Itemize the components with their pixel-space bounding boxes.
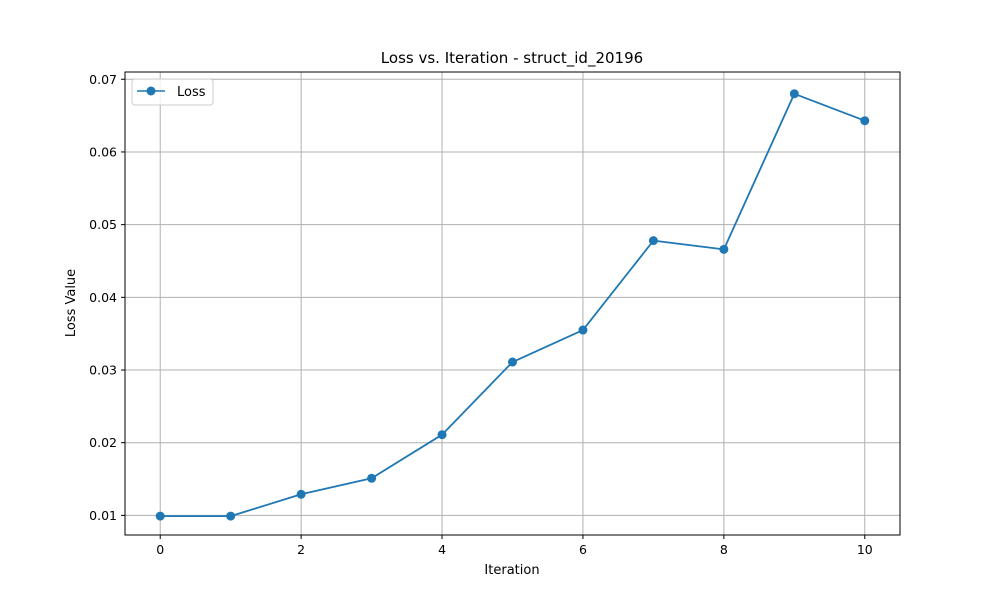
x-tick-label: 6 <box>579 542 587 557</box>
x-tick-label: 4 <box>438 542 446 557</box>
x-tick-label: 10 <box>857 542 873 557</box>
y-tick-label: 0.04 <box>89 290 117 305</box>
y-axis-label: Loss Value <box>64 269 79 337</box>
legend-marker <box>146 86 156 96</box>
y-tick-label: 0.02 <box>89 435 117 450</box>
data-point <box>578 325 588 335</box>
y-tick-label: 0.01 <box>89 508 117 523</box>
data-point <box>648 236 658 246</box>
x-tick-label: 8 <box>720 542 728 557</box>
data-point <box>508 357 517 367</box>
y-tick-label: 0.05 <box>89 217 117 232</box>
data-point <box>719 244 729 254</box>
y-tick-label: 0.03 <box>89 363 117 378</box>
data-point <box>437 430 447 440</box>
ticks: 0 2 4 6 8 10 0.01 0.02 0.03 0.04 0.05 0.06 0.07 <box>89 72 873 557</box>
data-point <box>226 511 236 521</box>
x-axis-label: Iteration <box>484 563 539 578</box>
legend: Loss <box>131 78 214 106</box>
x-tick-label: 2 <box>297 542 305 557</box>
x-tick-label: 0 <box>156 542 164 557</box>
data-point <box>367 473 377 483</box>
chart-title: Loss vs. Iteration - struct_id_20196 <box>381 49 643 68</box>
data-point <box>296 489 306 499</box>
y-tick-label: 0.06 <box>89 144 117 159</box>
legend-label: Loss <box>177 85 206 100</box>
data-point <box>155 511 165 521</box>
data-point <box>860 116 870 126</box>
y-tick-label: 0.07 <box>89 72 117 87</box>
data-point <box>789 89 799 99</box>
plot-frame <box>124 71 901 536</box>
legend-box <box>131 78 214 106</box>
series-layer <box>155 89 870 521</box>
grid <box>125 72 900 535</box>
